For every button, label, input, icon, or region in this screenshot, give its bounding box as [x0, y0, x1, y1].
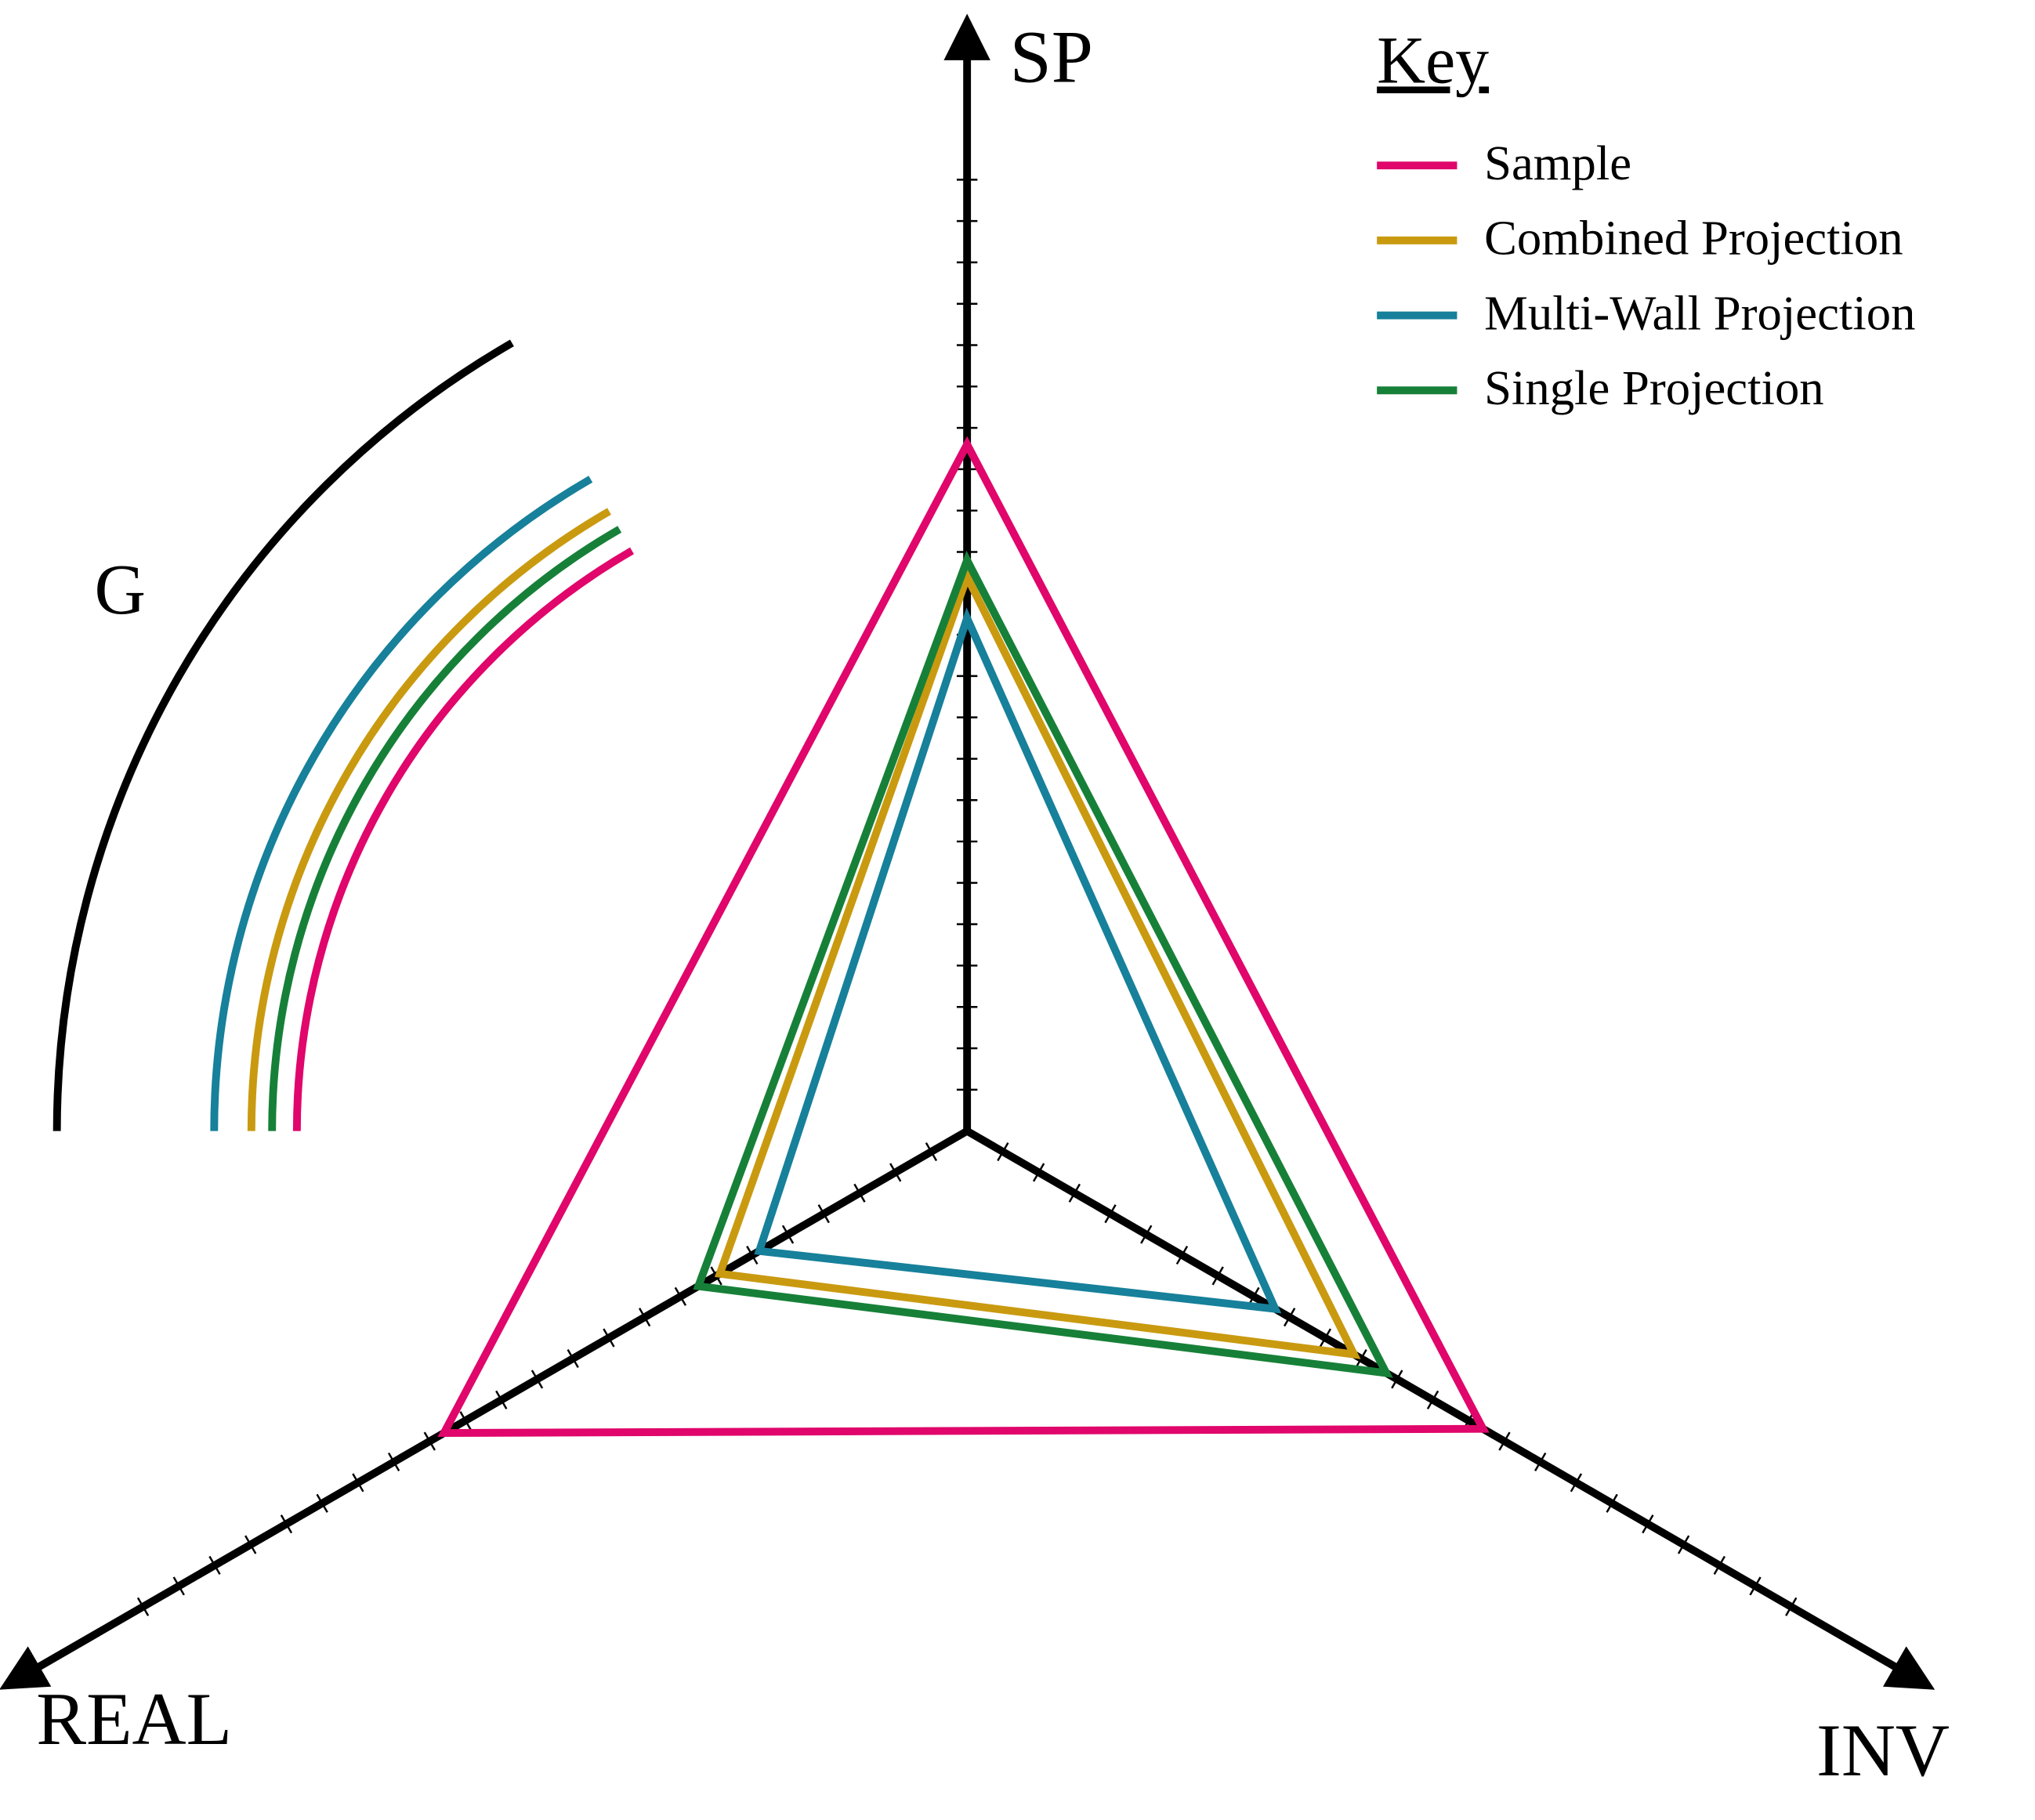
series-polygon [754, 607, 1282, 1314]
tick-mark [280, 1514, 293, 1534]
legend-label: Multi-Wall Projection [1484, 285, 1915, 340]
tick-mark [997, 1142, 1009, 1162]
tick-mark [387, 1452, 400, 1472]
tick-mark [1785, 1597, 1798, 1616]
tick-mark [1283, 1308, 1296, 1327]
tick-mark [172, 1576, 185, 1596]
tick-mark [781, 1225, 795, 1244]
tick-mark [1713, 1555, 1725, 1576]
tick-mark [1426, 1390, 1439, 1409]
tick-mark [853, 1183, 866, 1203]
tick-mark [1211, 1266, 1224, 1286]
legend-label: Sample [1484, 136, 1631, 190]
tick-mark [459, 1411, 472, 1431]
axis-label: REAL [36, 1677, 232, 1760]
g-arc [247, 508, 611, 1131]
tick-mark [208, 1555, 221, 1576]
tick-mark [136, 1597, 150, 1616]
tick-mark [746, 1245, 759, 1265]
g-arc [210, 476, 593, 1131]
legend-label: Single Projection [1484, 360, 1824, 415]
tick-mark [423, 1431, 436, 1451]
tick-mark [1319, 1328, 1332, 1348]
tick-mark [674, 1286, 687, 1306]
legend-label: Combined Projection [1484, 211, 1903, 266]
tick-mark [1534, 1452, 1547, 1472]
tick-mark [1606, 1493, 1618, 1513]
tick-mark [1498, 1431, 1511, 1451]
tick-mark [244, 1535, 257, 1554]
tick-mark [1068, 1183, 1081, 1203]
tick-mark [1032, 1163, 1045, 1182]
axis-label: INV [1816, 1709, 1950, 1792]
tick-mark [925, 1142, 938, 1162]
series-polygon [693, 550, 1393, 1378]
tick-mark [530, 1370, 544, 1389]
tick-mark [1391, 1370, 1403, 1389]
g-arc [292, 547, 634, 1131]
tick-mark [1104, 1204, 1117, 1224]
tick-mark [1175, 1245, 1189, 1265]
tick-mark [638, 1308, 651, 1327]
tick-mark [1355, 1348, 1367, 1369]
axis-label: SP [1010, 15, 1093, 98]
tick-mark [817, 1204, 830, 1224]
g-label: G [95, 550, 147, 629]
tick-mark [1570, 1473, 1583, 1493]
series-polygon [437, 436, 1490, 1438]
series-polygon [714, 566, 1361, 1359]
plot: G SP INV REAL Sample Combined Projection Multi… [0, 13, 1950, 1792]
tick-mark [352, 1473, 364, 1493]
tick-mark [316, 1493, 328, 1513]
tick-mark [495, 1390, 508, 1409]
tick-mark [1677, 1535, 1690, 1554]
tick-mark [1140, 1225, 1153, 1244]
g-arc [268, 526, 622, 1131]
g-axis-arc [53, 339, 514, 1131]
tick-mark [1642, 1514, 1654, 1534]
tick-mark [1749, 1576, 1762, 1596]
legend-title: Key [1377, 23, 1489, 97]
tick-mark [889, 1163, 902, 1182]
tick-mark [567, 1348, 579, 1369]
tick-mark [603, 1328, 615, 1348]
